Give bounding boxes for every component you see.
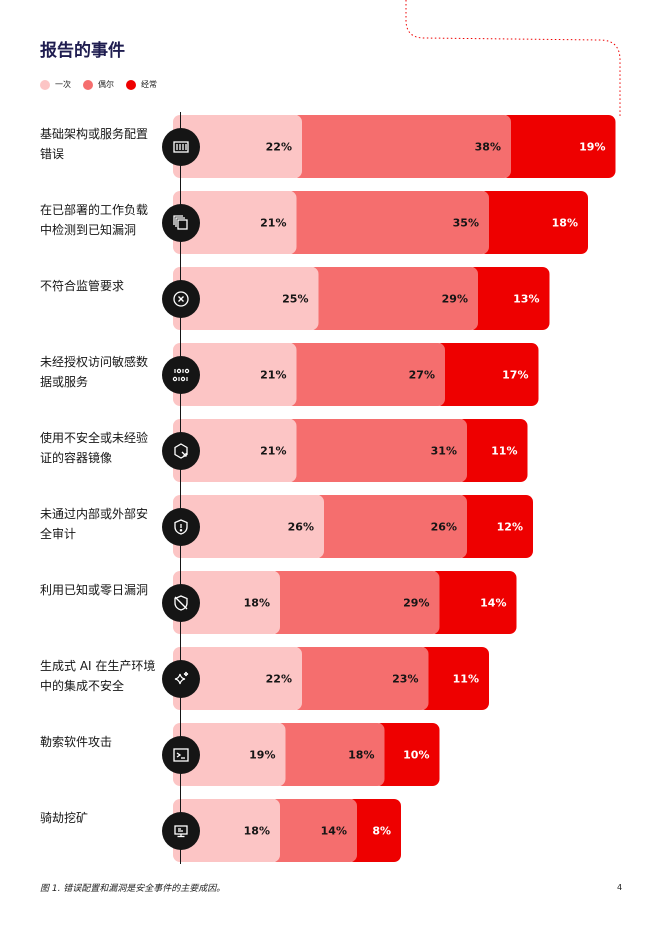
bar-segment-occasionally [308, 267, 478, 330]
data-label-once: 18% [244, 597, 270, 610]
bar-segment-once [173, 343, 297, 406]
legend-swatch-frequently [126, 79, 136, 90]
bar-segment-frequently [457, 419, 528, 482]
figure-caption: 图 1. 错误配置和漏洞是安全事件的主要成因。 [40, 884, 226, 894]
bar-segment-once [173, 115, 302, 178]
bar-segment-occasionally [292, 115, 511, 178]
legend-label-occasionally: 偶尔 [98, 80, 114, 89]
shield-alert-icon [162, 507, 200, 546]
bar-segment-occasionally [286, 191, 489, 254]
data-label-frequently: 11% [453, 673, 479, 686]
data-label-frequently: 8% [372, 825, 391, 838]
data-label-occasionally: 18% [348, 749, 374, 762]
bar-segment-frequently [374, 723, 440, 786]
data-label-frequently: 10% [403, 749, 429, 762]
data-label-once: 19% [249, 749, 275, 762]
category-label: 基础架构或服务配置错误 [40, 127, 149, 161]
bar-segment-once [173, 495, 324, 558]
bar-segment-once [173, 723, 286, 786]
data-label-occasionally: 26% [431, 521, 457, 534]
data-label-occasionally: 27% [409, 369, 435, 382]
bar-segment-occasionally [292, 647, 429, 710]
x-circle-icon [162, 279, 200, 318]
legend: 一次 偶尔 经常 [40, 79, 157, 90]
legend-label-frequently: 经常 [141, 80, 157, 89]
bar-segment-once [173, 267, 319, 330]
bar-segment-once [173, 799, 280, 862]
terminal-icon [162, 735, 200, 774]
chart-title: 报告的事件 [40, 41, 125, 61]
data-label-frequently: 13% [513, 293, 539, 306]
ai-sparkle-icon [162, 659, 200, 698]
data-label-occasionally: 23% [392, 673, 418, 686]
bar-segment-frequently [347, 799, 401, 862]
category-label: 骑劫挖矿 [40, 811, 89, 825]
data-label-frequently: 17% [502, 369, 528, 382]
bar-segment-occasionally [270, 571, 440, 634]
bar-segment-frequently [457, 495, 533, 558]
bar-segment-occasionally [286, 343, 445, 406]
data-label-once: 21% [260, 217, 286, 230]
container-hexagon-icon [162, 431, 200, 470]
category-label: 利用已知或零日漏洞 [40, 583, 149, 597]
data-label-frequently: 18% [552, 217, 578, 230]
binary-data-icon [162, 355, 200, 394]
bar-segment-frequently [435, 343, 539, 406]
bar-segment-frequently [501, 115, 616, 178]
bar-segment-occasionally [270, 799, 357, 862]
bar-segment-frequently [479, 191, 588, 254]
chart-axis-line [180, 112, 181, 864]
data-label-frequently: 11% [491, 445, 517, 458]
data-label-occasionally: 31% [431, 445, 457, 458]
data-label-occasionally: 38% [475, 141, 501, 154]
data-label-once: 22% [266, 141, 292, 154]
data-label-occasionally: 14% [321, 825, 347, 838]
bar-segment-occasionally [275, 723, 385, 786]
bar-segment-frequently [418, 647, 489, 710]
legend-item-once: 一次 [40, 79, 71, 90]
server-rack-icon [162, 127, 200, 166]
decorative-dotted-line [405, 0, 621, 118]
bar-segment-once [173, 419, 297, 482]
data-label-once: 26% [288, 521, 314, 534]
legend-label-once: 一次 [55, 80, 71, 89]
bar-segment-once [173, 191, 297, 254]
legend-swatch-occasionally [83, 79, 93, 90]
category-label: 生成式 AI 在生产环境中的集成不安全 [40, 659, 156, 693]
data-label-once: 25% [282, 293, 308, 306]
data-label-occasionally: 29% [403, 597, 429, 610]
bar-segment-once [173, 571, 280, 634]
data-label-once: 21% [260, 445, 286, 458]
bar-segment-once [173, 647, 302, 710]
data-label-occasionally: 29% [442, 293, 468, 306]
category-label: 在已部署的工作负载中检测到已知漏洞 [40, 203, 149, 237]
category-label: 未通过内部或外部安全审计 [40, 507, 149, 541]
data-label-once: 21% [260, 369, 286, 382]
legend-swatch-once [40, 79, 50, 90]
monitor-icon [162, 811, 200, 850]
data-label-frequently: 12% [497, 521, 523, 534]
stacked-documents-icon [162, 203, 200, 242]
shield-slash-icon [162, 583, 200, 622]
category-label: 使用不安全或未经验证的容器镜像 [40, 431, 149, 465]
bar-segment-frequently [468, 267, 550, 330]
legend-item-frequently: 经常 [126, 79, 157, 90]
legend-item-occasionally: 偶尔 [83, 79, 114, 90]
category-label: 勒索软件攻击 [40, 735, 113, 749]
data-label-once: 18% [244, 825, 270, 838]
data-label-once: 22% [266, 673, 292, 686]
data-label-frequently: 14% [480, 597, 506, 610]
bar-segment-occasionally [286, 419, 467, 482]
bar-segment-frequently [429, 571, 517, 634]
data-label-occasionally: 35% [453, 217, 479, 230]
data-label-frequently: 19% [579, 141, 605, 154]
category-label: 不符合监管要求 [40, 279, 125, 293]
bar-segment-occasionally [314, 495, 467, 558]
page-number: 4 [617, 883, 623, 892]
category-label: 未经授权访问敏感数据或服务 [40, 355, 149, 389]
